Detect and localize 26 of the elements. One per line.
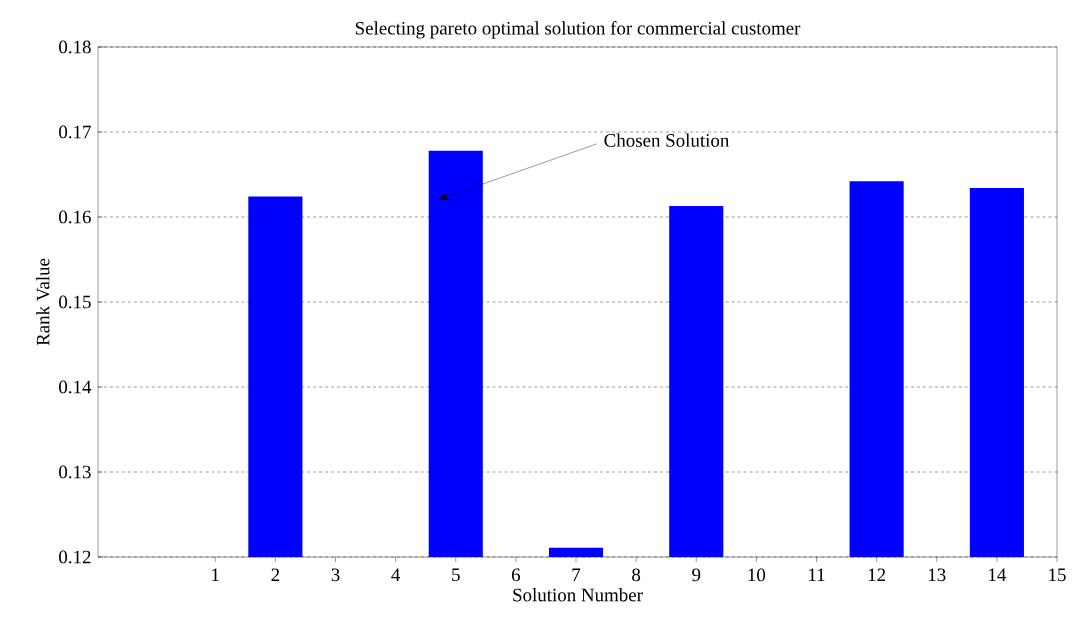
x-tick-label: 5: [452, 568, 460, 582]
y-tick-label: 0.13: [59, 465, 91, 479]
x-tick-label: 6: [511, 568, 521, 582]
x-tick-label: 12: [868, 568, 886, 582]
annotation: Chosen Solution: [604, 133, 730, 147]
x-tick-label: 15: [1049, 568, 1066, 582]
x-tick-label: 11: [809, 568, 825, 581]
x-tick-label: 7: [572, 568, 581, 581]
y-tick-label: 0.15: [59, 295, 91, 309]
y-tick-label: 0.14: [59, 380, 92, 394]
x-tick-label: 10: [748, 568, 766, 582]
x-tick-label: 1: [212, 568, 219, 581]
x-tick-label: 14: [989, 568, 1007, 581]
x-tick-label: 2: [271, 568, 280, 582]
chart-title: Selecting pareto optimal solution for commercial customer: [355, 21, 801, 39]
y-axis-title: Rank Value: [36, 258, 50, 346]
y-tick-label: 0.18: [59, 40, 91, 54]
y-tick-label: 0.12: [59, 550, 91, 564]
x-axis-title: Solution Number: [513, 588, 643, 602]
y-tick-label: 0.17: [59, 125, 91, 139]
x-tick-label: 4: [391, 568, 401, 581]
x-tick-label: 13: [928, 568, 946, 582]
x-tick-label: 9: [692, 568, 701, 582]
y-tick-label: 0.16: [59, 210, 91, 224]
x-tick-label: 8: [632, 568, 641, 582]
x-tick-label: 3: [331, 568, 340, 582]
